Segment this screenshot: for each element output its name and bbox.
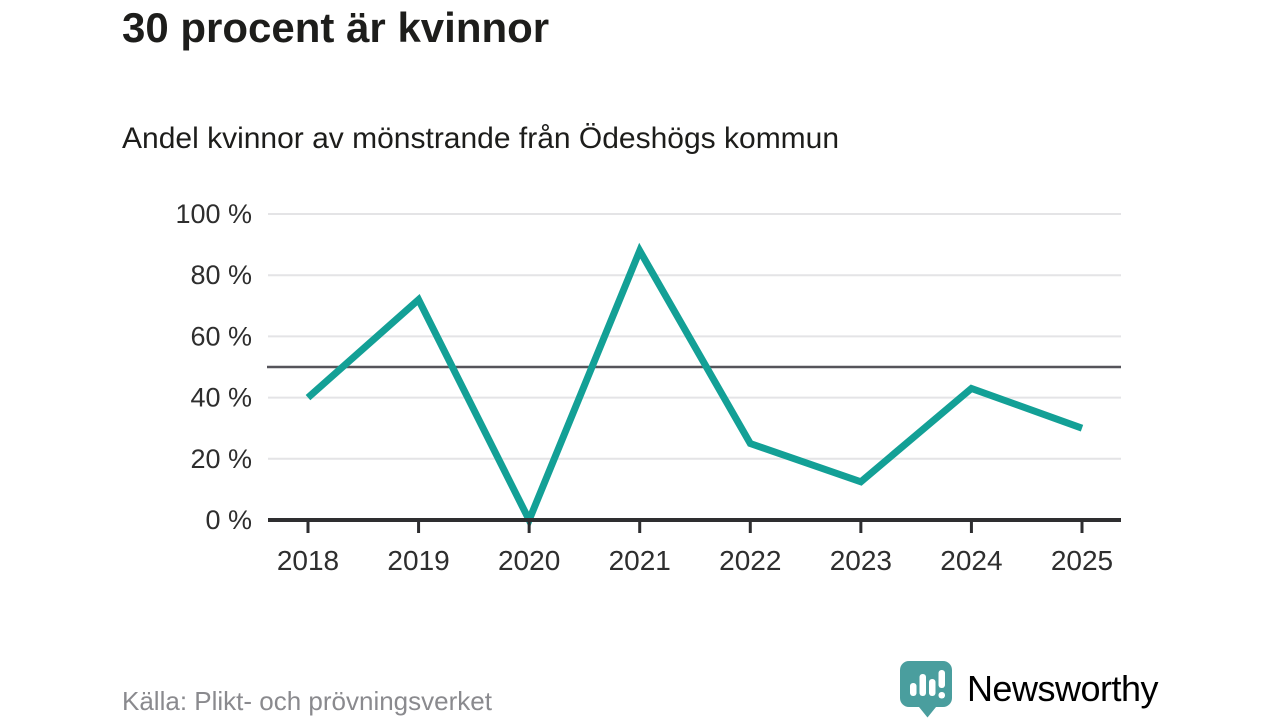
y-tick-label: 100 % <box>175 199 252 229</box>
y-tick-label: 60 % <box>190 321 252 351</box>
y-tick-label: 80 % <box>190 260 252 290</box>
y-tick-label: 20 % <box>190 444 252 474</box>
x-tick-label: 2022 <box>719 545 781 576</box>
x-tick-label: 2024 <box>940 545 1002 576</box>
x-tick-label: 2023 <box>830 545 892 576</box>
x-tick-label: 2020 <box>498 545 560 576</box>
source-text: Källa: Plikt- och prövningsverket <box>122 686 492 716</box>
x-tick-label: 2025 <box>1051 545 1113 576</box>
newsworthy-logo: Newsworthy <box>899 660 1159 718</box>
y-tick-label: 0 % <box>205 505 252 535</box>
y-tick-label: 40 % <box>190 383 252 413</box>
chart-subtitle: Andel kvinnor av mönstrande från Ödeshög… <box>122 122 840 155</box>
x-tick-label: 2021 <box>609 545 671 576</box>
x-tick-label: 2019 <box>387 545 449 576</box>
x-tick-label: 2018 <box>277 545 339 576</box>
logo-bars-icon <box>909 670 945 699</box>
newsworthy-logo-icon <box>899 661 952 718</box>
chart-title: 30 procent är kvinnor <box>122 4 550 51</box>
newsworthy-wordmark: Newsworthy <box>966 668 1159 709</box>
data-line <box>305 242 1084 529</box>
